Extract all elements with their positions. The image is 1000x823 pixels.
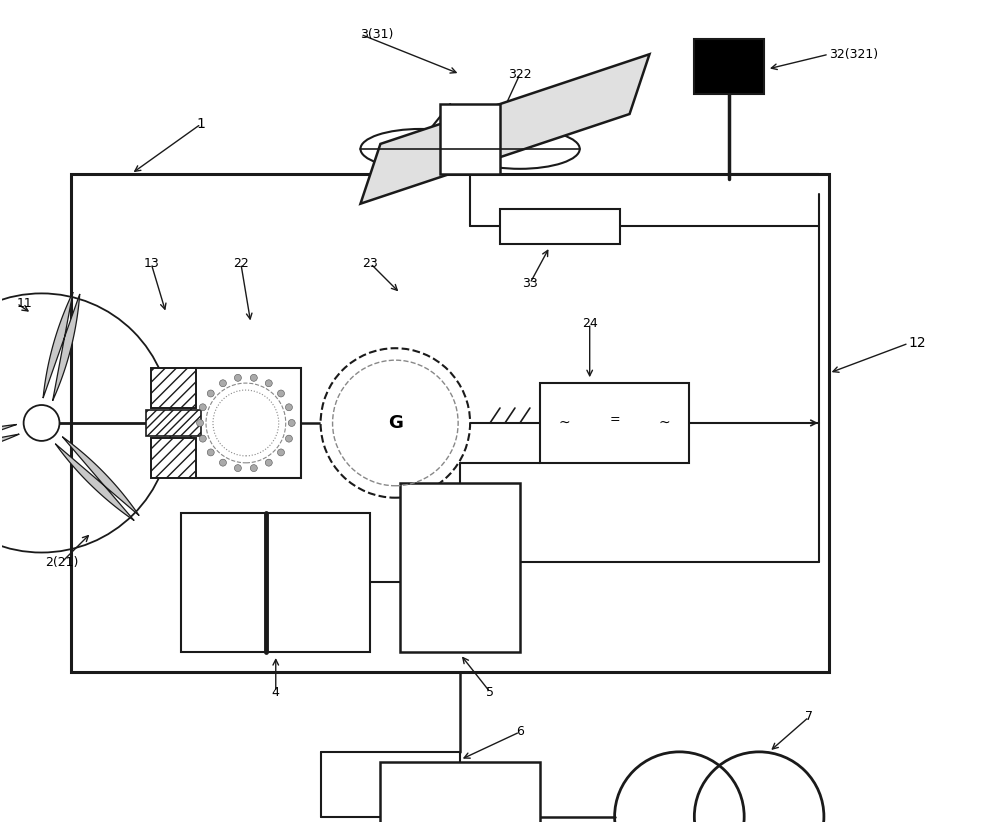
- Text: G: G: [388, 414, 403, 432]
- Bar: [151, 368, 196, 408]
- Text: 23: 23: [363, 257, 378, 270]
- Circle shape: [207, 449, 214, 456]
- Text: 5: 5: [486, 686, 494, 699]
- Text: 12: 12: [909, 337, 926, 351]
- Circle shape: [219, 459, 226, 466]
- Bar: [440, 104, 500, 174]
- Text: 7: 7: [805, 710, 813, 723]
- Text: 4: 4: [272, 686, 280, 699]
- Ellipse shape: [360, 129, 480, 169]
- Circle shape: [321, 348, 470, 498]
- Text: 6: 6: [516, 725, 524, 738]
- Text: 11: 11: [17, 297, 32, 310]
- Bar: [146, 410, 201, 436]
- Circle shape: [288, 420, 295, 426]
- Text: 322: 322: [508, 67, 532, 81]
- Circle shape: [265, 379, 272, 387]
- Text: 2(21): 2(21): [45, 556, 78, 569]
- Circle shape: [24, 405, 59, 441]
- Text: 32(321): 32(321): [829, 48, 878, 61]
- Polygon shape: [0, 425, 19, 461]
- Circle shape: [234, 374, 241, 381]
- Ellipse shape: [460, 129, 580, 169]
- Circle shape: [197, 420, 204, 426]
- Text: 24: 24: [582, 317, 598, 330]
- Text: 33: 33: [522, 277, 538, 290]
- Circle shape: [277, 390, 284, 397]
- Bar: [500, 209, 620, 244]
- Bar: [400, 483, 520, 652]
- Circle shape: [265, 459, 272, 466]
- Bar: [380, 762, 540, 823]
- Text: 1: 1: [197, 117, 205, 131]
- Circle shape: [199, 435, 206, 442]
- Circle shape: [277, 449, 284, 456]
- Text: 22: 22: [233, 257, 249, 270]
- Circle shape: [234, 465, 241, 472]
- Bar: [266, 513, 370, 652]
- Circle shape: [285, 435, 292, 442]
- Bar: [540, 383, 689, 463]
- Circle shape: [199, 404, 206, 411]
- Circle shape: [285, 404, 292, 411]
- Bar: [71, 174, 829, 672]
- Text: 13: 13: [143, 257, 159, 270]
- Bar: [191, 368, 301, 478]
- Polygon shape: [55, 437, 139, 521]
- Text: ~: ~: [559, 416, 571, 430]
- Circle shape: [219, 379, 226, 387]
- Polygon shape: [43, 292, 80, 401]
- Circle shape: [207, 390, 214, 397]
- Circle shape: [250, 465, 257, 472]
- Bar: [151, 438, 196, 478]
- Polygon shape: [360, 54, 649, 204]
- Text: 3(31): 3(31): [360, 28, 394, 41]
- Bar: [181, 513, 266, 652]
- Text: ~: ~: [659, 416, 670, 430]
- Text: =: =: [609, 413, 620, 426]
- Bar: [694, 40, 764, 94]
- Circle shape: [250, 374, 257, 381]
